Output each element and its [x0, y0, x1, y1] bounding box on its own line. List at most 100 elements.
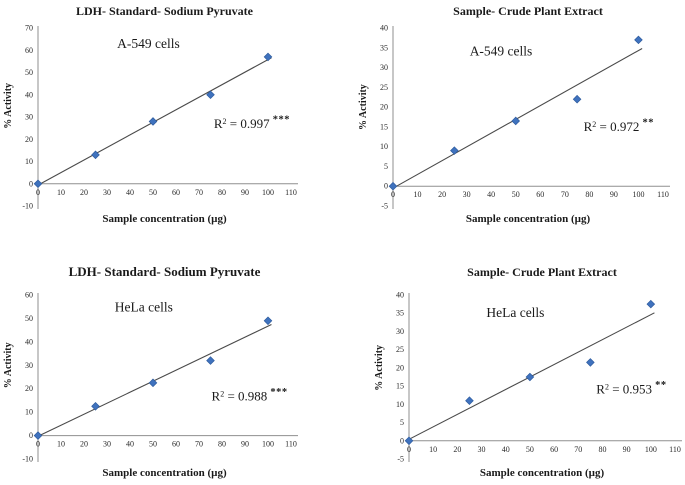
chart-canvas-ldh-standard-a549: LDH- Standard- Sodium Pyruvate-100102030…: [3, 4, 298, 225]
y-tick-label: 40: [25, 90, 33, 99]
y-axis-title: % Activity: [3, 342, 14, 388]
chart-canvas-sample-crude-extract-a549: Sample- Crude Plant Extract-505101520253…: [358, 4, 670, 225]
x-tick-label: 90: [241, 188, 249, 197]
y-tick-label: 20: [380, 103, 388, 112]
y-tick-label: 70: [25, 24, 33, 33]
data-point-marker: [465, 396, 474, 405]
data-point-marker: [525, 372, 535, 382]
y-tick-label: 30: [25, 361, 33, 370]
chart-canvas-ldh-standard-hela: LDH- Standard- Sodium Pyruvate-100102030…: [3, 264, 298, 479]
y-axis-title: % Activity: [374, 345, 385, 391]
data-points: [33, 316, 273, 440]
x-tick-label: 80: [218, 188, 226, 197]
data-point-marker: [206, 356, 215, 365]
x-tick-label: 90: [623, 445, 631, 454]
x-tick-label: 70: [195, 440, 203, 449]
x-tick-labels: 0 10 20 30 40 50 60 70 80 90 100 110: [391, 190, 669, 199]
chart-ldh-standard-hela: LDH- Standard- Sodium Pyruvate -10 0 10 20 30…: [0, 243, 342, 485]
x-axis-title: Sample concentration (µg): [102, 213, 227, 225]
x-tick-label: 0: [391, 190, 395, 199]
y-tick-label: 40: [25, 337, 33, 346]
x-tick-label: 40: [126, 440, 134, 449]
x-tick-labels: 0 10 20 30 40 50 60 70 80 90 100 110: [36, 188, 297, 197]
data-point-marker: [388, 181, 398, 191]
y-tick-labels: -5 0 5 10 15 20 25 30 35 40: [380, 24, 388, 211]
chart-title: Sample- Crude Plant Extract: [467, 265, 617, 279]
data-point-marker: [91, 401, 100, 411]
y-tick-label: 10: [380, 142, 388, 151]
x-tick-label: 110: [285, 440, 297, 449]
y-tick-label: 35: [380, 43, 388, 52]
y-tick-label: 5: [400, 418, 404, 427]
y-tick-label: 20: [396, 363, 404, 372]
x-axis-title: Sample concentration (µg): [480, 467, 605, 479]
data-point-marker: [91, 150, 100, 160]
data-point-marker: [263, 316, 273, 326]
cell-line-label: HeLa cells: [115, 299, 173, 314]
x-axis-title: Sample concentration (µg): [102, 467, 227, 479]
x-tick-label: 90: [610, 190, 618, 199]
chart-title: LDH- Standard- Sodium Pyruvate: [69, 264, 261, 279]
x-axis-title: Sample concentration (µg): [466, 213, 591, 225]
x-tick-label: 30: [463, 190, 471, 199]
y-axis-title: % Activity: [3, 83, 14, 129]
chart-title: LDH- Standard- Sodium Pyruvate: [76, 4, 254, 18]
data-point-marker: [572, 94, 582, 104]
data-point-marker: [646, 299, 656, 309]
y-tick-label: 5: [384, 162, 388, 171]
x-tick-label: 10: [429, 445, 437, 454]
y-tick-label: 20: [25, 135, 33, 144]
data-points: [388, 35, 643, 191]
x-tick-label: 20: [438, 190, 446, 199]
y-tick-label: 30: [396, 327, 404, 336]
data-point-marker: [33, 431, 43, 440]
r-squared-annotation: R2 = 0.988 ***: [212, 387, 288, 404]
x-tick-label: 50: [149, 440, 157, 449]
data-point-marker: [206, 90, 215, 100]
x-tick-label: 50: [526, 445, 534, 454]
x-tick-label: 110: [285, 188, 297, 197]
y-tick-label: 30: [25, 113, 33, 122]
x-tick-label: 20: [80, 188, 88, 197]
trendline: [392, 48, 643, 189]
x-tick-label: 80: [598, 445, 606, 454]
y-tick-label: 10: [396, 400, 404, 409]
x-tick-label: 60: [172, 188, 180, 197]
r-squared-annotation: R2 = 0.972 **: [584, 117, 654, 134]
x-tick-label: 60: [536, 190, 544, 199]
y-tick-label: 10: [25, 157, 33, 166]
x-tick-label: 40: [487, 190, 495, 199]
data-point-marker: [148, 378, 158, 388]
x-tick-label: 10: [414, 190, 422, 199]
y-tick-label: 50: [25, 314, 33, 323]
x-tick-label: 60: [550, 445, 558, 454]
y-tick-label: 30: [380, 63, 388, 72]
y-axis-title: % Activity: [358, 84, 369, 130]
x-tick-label: 80: [218, 440, 226, 449]
y-tick-label: -5: [397, 455, 404, 464]
x-tick-label: 100: [645, 445, 657, 454]
x-tick-label: 70: [574, 445, 582, 454]
x-tick-label: 40: [502, 445, 510, 454]
x-tick-label: 50: [512, 190, 520, 199]
cell-line-label: A-549 cells: [470, 44, 533, 59]
x-tick-label: 10: [57, 440, 65, 449]
data-point-marker: [148, 117, 158, 126]
y-tick-labels: -10 0 10 20 30 40 50 60 70: [22, 24, 33, 211]
y-tick-label: 0: [400, 436, 404, 445]
y-tick-label: 25: [380, 83, 388, 92]
x-tick-label: 100: [262, 188, 274, 197]
x-tick-label: 20: [80, 440, 88, 449]
x-tick-label: 20: [453, 445, 461, 454]
x-tick-label: 0: [36, 440, 40, 449]
y-tick-label: 15: [396, 382, 404, 391]
x-tick-label: 100: [632, 190, 644, 199]
chart-title: Sample- Crude Plant Extract: [453, 4, 603, 18]
data-point-marker: [511, 116, 521, 126]
data-point-marker: [450, 146, 459, 155]
data-point-marker: [586, 358, 595, 367]
y-tick-label: 0: [384, 182, 388, 191]
chart-sample-crude-extract-a549: Sample- Crude Plant Extract -5 0 5 10 15 20 25 3…: [343, 0, 685, 242]
r-squared-annotation: R2 = 0.997 ***: [214, 115, 290, 132]
